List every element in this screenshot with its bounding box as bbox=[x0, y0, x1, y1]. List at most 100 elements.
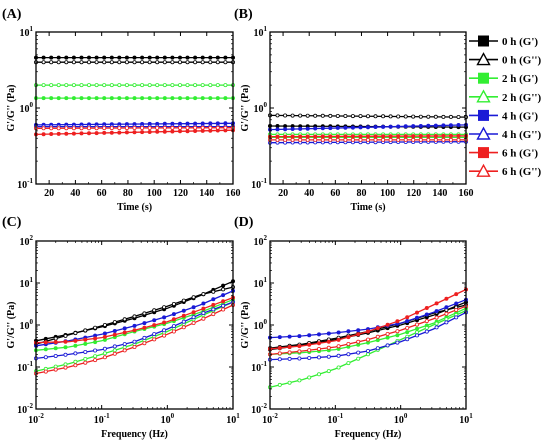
data-point bbox=[335, 137, 340, 142]
data-point bbox=[381, 134, 386, 139]
x-tick-label: 10-2 bbox=[262, 412, 278, 426]
x-tick-label: 100 bbox=[380, 188, 395, 199]
data-point bbox=[388, 134, 393, 139]
data-point bbox=[71, 60, 76, 65]
data-point bbox=[112, 351, 117, 356]
data-point bbox=[49, 60, 54, 65]
legend-square-marker bbox=[478, 147, 489, 159]
data-point bbox=[201, 311, 206, 316]
data-point bbox=[215, 121, 220, 126]
data-point bbox=[373, 134, 378, 139]
data-point bbox=[424, 319, 429, 324]
data-point bbox=[343, 114, 348, 119]
data-point bbox=[358, 137, 363, 142]
data-point bbox=[193, 128, 198, 133]
data-point bbox=[215, 96, 220, 101]
data-point bbox=[456, 123, 461, 128]
data-point bbox=[185, 129, 190, 134]
data-point bbox=[79, 131, 84, 136]
x-tick-label: 60 bbox=[330, 188, 340, 199]
data-point bbox=[336, 353, 341, 358]
x-tick-label: 20 bbox=[278, 188, 288, 199]
data-point bbox=[185, 83, 190, 88]
data-point bbox=[177, 125, 182, 130]
data-point bbox=[290, 137, 295, 142]
data-point bbox=[358, 134, 363, 139]
legend-triangle-marker bbox=[476, 89, 491, 103]
data-point bbox=[346, 361, 351, 366]
data-point bbox=[223, 60, 228, 65]
data-point bbox=[155, 55, 160, 60]
data-point bbox=[283, 134, 288, 139]
data-point bbox=[433, 123, 438, 128]
data-point bbox=[63, 339, 68, 344]
data-point bbox=[456, 115, 461, 120]
data-point bbox=[336, 344, 341, 349]
data-point bbox=[424, 305, 429, 310]
data-point bbox=[320, 134, 325, 139]
data-point bbox=[336, 337, 341, 342]
data-point bbox=[170, 125, 175, 130]
chart-panel-b: (B) 10-1 100 101 20 40 60 80 100 120 140 160 Time (s… bbox=[234, 7, 474, 213]
y-axis-title: G'/G'' (Pa) bbox=[240, 302, 251, 349]
x-tick-label: 140 bbox=[199, 188, 214, 199]
data-point bbox=[191, 320, 196, 325]
data-point bbox=[73, 331, 78, 336]
data-point bbox=[93, 348, 98, 353]
data-point bbox=[117, 130, 122, 135]
data-point bbox=[93, 354, 98, 359]
data-point bbox=[441, 137, 446, 142]
data-point bbox=[132, 126, 137, 131]
data-point bbox=[71, 131, 76, 136]
data-point bbox=[358, 114, 363, 119]
data-point bbox=[177, 129, 182, 134]
data-point bbox=[275, 127, 280, 132]
data-point bbox=[326, 369, 331, 374]
data-point bbox=[277, 351, 282, 356]
legend-label: 6 h (G') bbox=[502, 148, 538, 160]
data-point bbox=[56, 96, 61, 101]
data-point bbox=[426, 114, 431, 119]
data-point bbox=[177, 83, 182, 88]
data-point bbox=[385, 331, 390, 336]
data-point bbox=[193, 96, 198, 101]
data-point bbox=[201, 292, 206, 297]
data-point bbox=[171, 312, 176, 317]
data-point bbox=[140, 96, 145, 101]
data-point bbox=[155, 129, 160, 134]
legend-label: 4 h (G') bbox=[502, 110, 538, 122]
data-point bbox=[147, 129, 152, 134]
data-point bbox=[395, 333, 400, 338]
x-axis-title: Frequency (Hz) bbox=[101, 429, 168, 440]
series-2-h-g- bbox=[34, 83, 235, 88]
data-point bbox=[403, 134, 408, 139]
data-point bbox=[181, 313, 186, 318]
data-point bbox=[94, 83, 99, 88]
data-point bbox=[375, 326, 380, 331]
data-point bbox=[395, 329, 400, 334]
data-point bbox=[411, 124, 416, 129]
data-point bbox=[373, 125, 378, 130]
data-point bbox=[277, 382, 282, 387]
data-point bbox=[132, 55, 137, 60]
data-point bbox=[403, 137, 408, 142]
data-point bbox=[381, 137, 386, 142]
data-point bbox=[320, 126, 325, 131]
data-point bbox=[193, 60, 198, 65]
data-point bbox=[87, 60, 92, 65]
data-point bbox=[313, 113, 318, 118]
y-tick-label: 102 bbox=[20, 234, 34, 248]
data-point bbox=[56, 83, 61, 88]
data-point bbox=[152, 337, 157, 342]
data-point bbox=[41, 132, 46, 137]
data-point bbox=[170, 55, 175, 60]
data-point bbox=[73, 351, 78, 356]
data-point bbox=[326, 354, 331, 359]
data-point bbox=[385, 335, 390, 340]
x-tick-label: 20 bbox=[44, 188, 54, 199]
data-point bbox=[132, 60, 137, 65]
panel-label: (C) bbox=[2, 215, 22, 230]
data-point bbox=[297, 344, 302, 349]
data-point bbox=[83, 360, 88, 365]
